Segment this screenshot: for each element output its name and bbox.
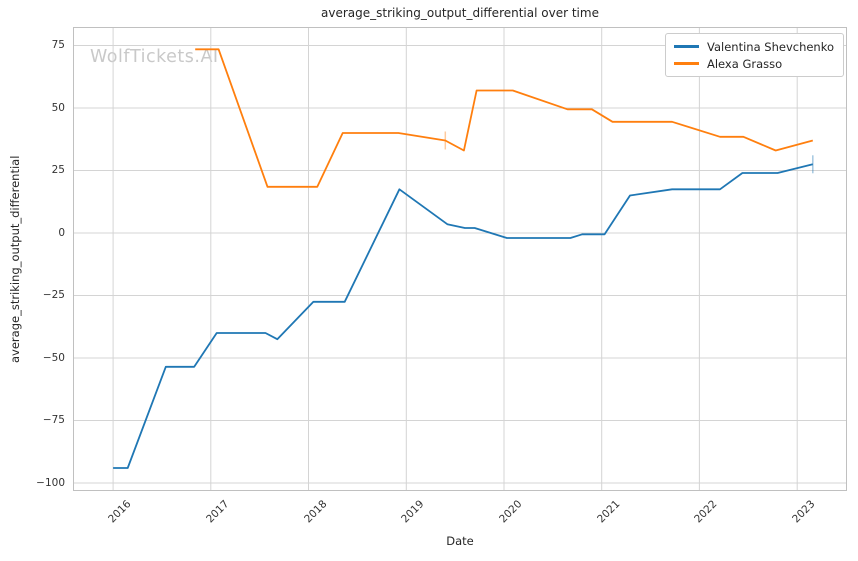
legend-label: Valentina Shevchenko: [707, 39, 835, 54]
series-line-valentina-shevchenko: [113, 163, 814, 469]
legend-line-swatch-blue: [674, 45, 699, 48]
y-tick-label: −50: [42, 352, 65, 364]
y-tick-label: 75: [51, 39, 65, 51]
legend: Valentina Shevchenko Alexa Grasso: [665, 33, 844, 77]
plot-area: [73, 27, 847, 491]
legend-item-shevchenko: Valentina Shevchenko: [674, 38, 835, 55]
y-tick-label: −25: [42, 289, 65, 301]
gridlines: [73, 27, 847, 491]
watermark: WolfTickets.AI: [90, 47, 219, 67]
legend-label: Alexa Grasso: [707, 56, 783, 71]
y-tick-label: 25: [51, 164, 65, 176]
x-axis-label: Date: [446, 534, 474, 548]
legend-line-swatch-orange: [674, 62, 699, 65]
y-tick-label: −100: [36, 477, 65, 489]
legend-item-grasso: Alexa Grasso: [674, 55, 835, 72]
y-tick-label: −75: [42, 414, 65, 426]
y-tick-label: 0: [58, 227, 65, 239]
y-tick-label: 50: [51, 102, 65, 114]
plot-border: [73, 27, 847, 491]
series-line-alexa-grasso: [195, 48, 814, 188]
chart-title: average_striking_output_differential ove…: [321, 6, 599, 20]
